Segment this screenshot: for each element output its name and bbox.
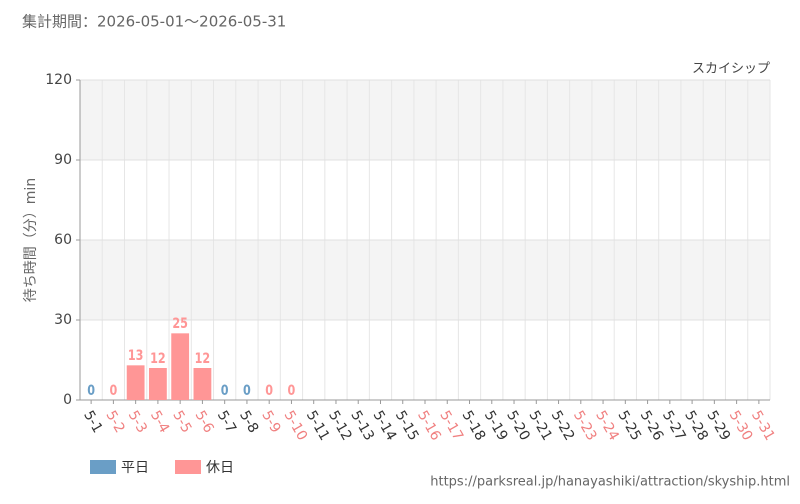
- data-label: 12: [150, 350, 166, 367]
- source-url: https://parksreal.jp/hanayashiki/attract…: [430, 475, 790, 490]
- legend-label: 休日: [206, 460, 234, 476]
- y-tick-label: 90: [54, 152, 72, 168]
- plot-stripe: [80, 240, 770, 320]
- bar: [193, 368, 212, 400]
- y-axis-label: 待ち時間（分）min: [23, 178, 39, 302]
- data-label: 12: [195, 350, 211, 367]
- chart-subtitle: スカイシップ: [692, 62, 770, 77]
- y-tick-label: 30: [54, 312, 72, 328]
- bar: [126, 365, 145, 400]
- data-label: 13: [128, 347, 144, 364]
- legend-swatch: [175, 460, 201, 474]
- y-tick-label: 60: [54, 232, 72, 248]
- bar: [171, 333, 190, 400]
- period: 集計期間：2026-05-01～2026-05-31: [22, 13, 286, 31]
- y-tick-label: 0: [63, 392, 72, 408]
- bar: [149, 368, 167, 400]
- data-label: 0: [109, 382, 117, 399]
- data-label: 0: [243, 382, 251, 399]
- legend-swatch: [90, 460, 116, 474]
- data-label: 0: [288, 382, 296, 399]
- y-tick-label: 120: [45, 72, 72, 88]
- data-label: 0: [87, 382, 95, 399]
- legend-label: 平日: [121, 460, 149, 476]
- data-label: 25: [172, 315, 188, 332]
- plot-stripe: [80, 80, 770, 160]
- data-label: 0: [265, 382, 273, 399]
- data-label: 0: [221, 382, 229, 399]
